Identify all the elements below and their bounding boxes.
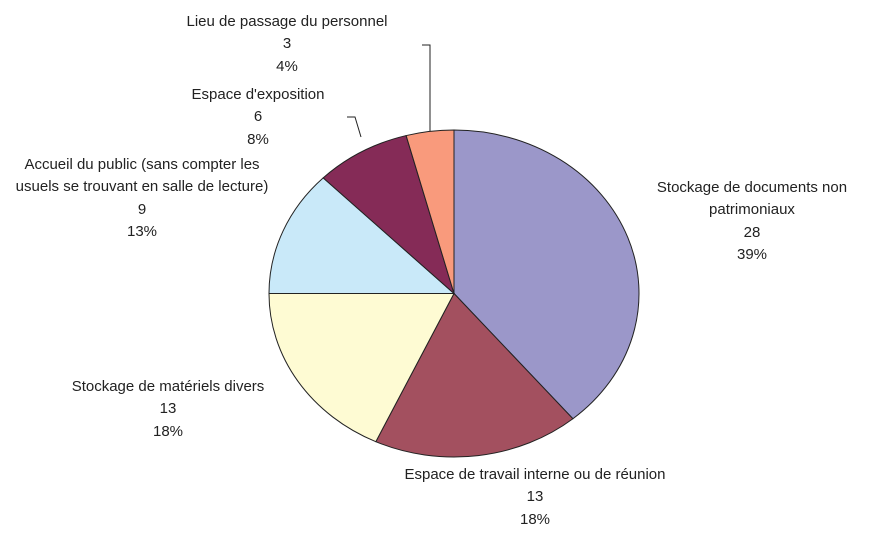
slice-label: Espace de travail interne ou de réunion 1… bbox=[403, 464, 668, 531]
value-label: 28 bbox=[743, 223, 761, 241]
percent-label: 8% bbox=[247, 130, 269, 148]
category-label: Espace de travail interne ou de réunion bbox=[404, 466, 666, 483]
leader-line bbox=[422, 44, 431, 131]
category-label: Accueil du public (sans compter les usue… bbox=[15, 156, 269, 196]
category-label: Stockage de documents non patrimoniaux bbox=[656, 179, 848, 219]
value-label: 6 bbox=[253, 108, 263, 126]
slice-label: Stockage de documents non patrimoniaux 28… bbox=[627, 177, 875, 267]
percent-label: 18% bbox=[152, 422, 184, 440]
pie-slice bbox=[268, 177, 456, 294]
value-label: 13 bbox=[159, 400, 177, 418]
percent-label: 39% bbox=[736, 246, 768, 264]
category-label: Lieu de passage du personnel bbox=[186, 13, 388, 30]
pie-slice bbox=[453, 129, 640, 420]
slice-label: Accueil du public (sans compter les usue… bbox=[5, 154, 280, 244]
value-label: 13 bbox=[526, 488, 544, 506]
percent-label: 4% bbox=[276, 57, 298, 75]
leader-line bbox=[347, 116, 362, 138]
value-label: 9 bbox=[137, 200, 147, 218]
percent-label: 13% bbox=[126, 223, 158, 241]
pie-slice bbox=[405, 129, 455, 294]
percent-label: 18% bbox=[519, 510, 551, 528]
pie-slice bbox=[375, 292, 574, 458]
slice-label: Lieu de passage du personnel 3 4% bbox=[147, 11, 427, 78]
pie-slice bbox=[268, 293, 455, 443]
value-label: 3 bbox=[282, 35, 292, 53]
category-label: Stockage de matériels divers bbox=[71, 378, 265, 395]
slice-label: Stockage de matériels divers 13 18% bbox=[28, 376, 308, 443]
slice-label: Espace d'exposition 6 8% bbox=[158, 84, 358, 151]
pie-slice bbox=[322, 134, 455, 296]
category-label: Espace d'exposition bbox=[191, 86, 325, 103]
